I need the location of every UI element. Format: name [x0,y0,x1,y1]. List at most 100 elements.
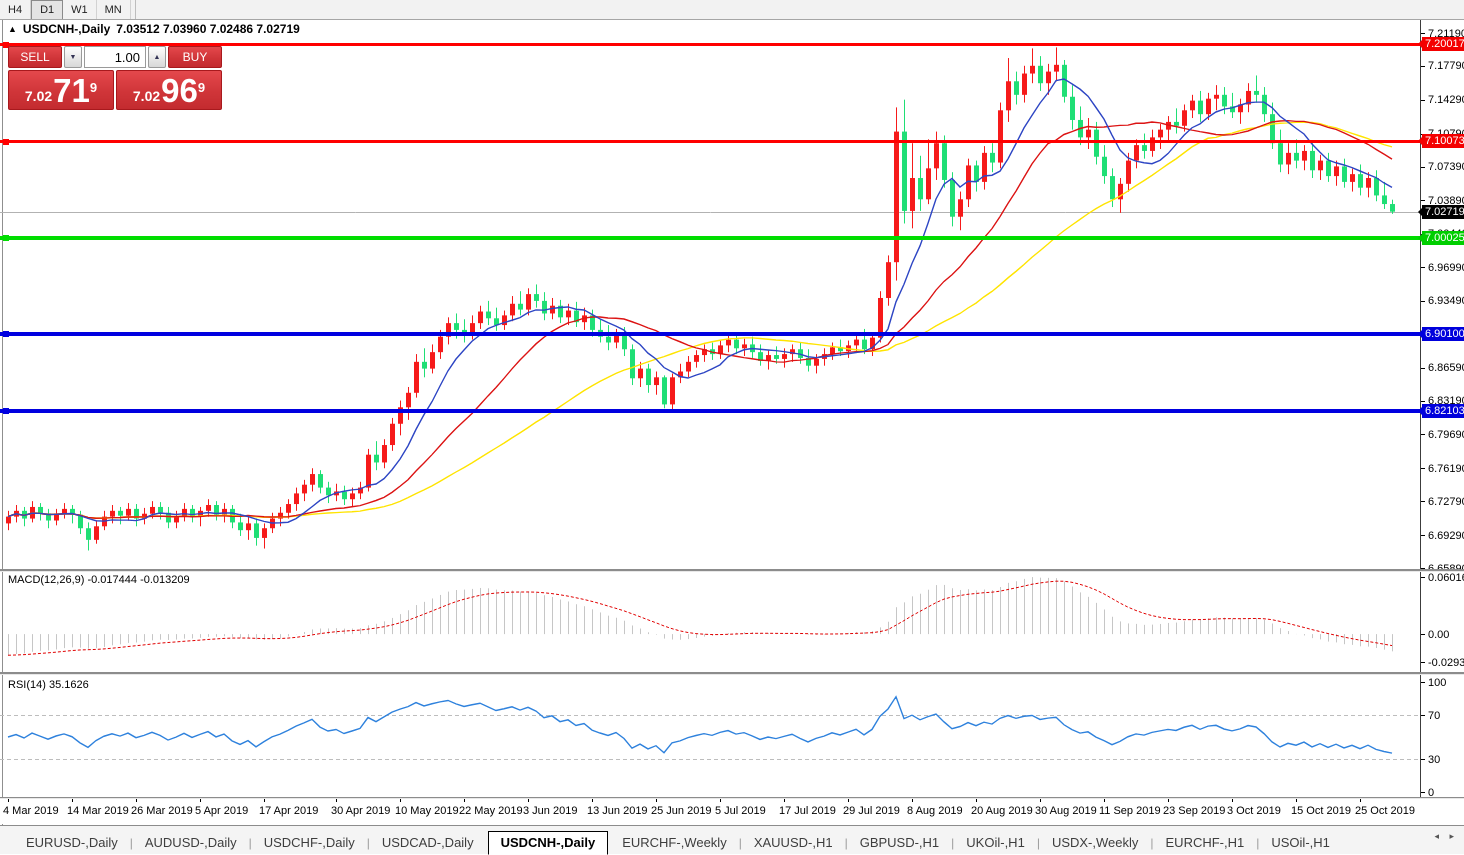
chart-symbol-title: USDCNH-,Daily [22,21,111,36]
tab-gbpusd-h1[interactable]: GBPUSD-,H1 [859,835,940,850]
date-label: 10 May 2019 [395,805,459,817]
tab-separator: | [1036,836,1040,850]
sell-price-quote[interactable]: 7.02 71 9 [8,70,114,110]
tab-scroll-arrows[interactable]: ◂ ▸ [1434,831,1458,841]
toolbar-group-separator [133,0,136,19]
tab-audusd-daily[interactable]: AUDUSD-,Daily [144,835,237,850]
tab-usdcnh-daily[interactable]: USDCNH-,Daily [487,831,609,855]
one-click-collapse-icon[interactable]: ▲ [8,23,17,34]
horizontal-level-line[interactable] [0,138,1421,145]
date-label: 15 Oct 2019 [1291,805,1351,817]
date-tick [592,798,593,802]
date-label: 5 Apr 2019 [195,805,249,817]
level-line-anchor [3,138,9,145]
buy-price-big: 96 [161,72,198,109]
tab-eurusd-daily[interactable]: EURUSD-,Daily [26,835,118,850]
date-label: 17 Apr 2019 [259,805,319,817]
price-tick-label: 6.93490 [1421,295,1464,308]
level-line-anchor [3,234,9,241]
date-label: 17 Jul 2019 [779,805,836,817]
tab-usdchf-daily[interactable]: USDCHF-,Daily [263,835,355,850]
date-label: 3 Oct 2019 [1227,805,1281,817]
symbol-tab-bar: EURUSD-,Daily | AUDUSD-,Daily | USDCHF-,Dail… [0,825,1464,855]
date-label: 30 Apr 2019 [331,805,391,817]
price-tick-label: 6.86590 [1421,362,1464,375]
tab-separator: | [1256,836,1260,850]
date-tick [1296,798,1297,802]
tab-eurchf-weekly[interactable]: EURCHF-,Weekly [622,835,727,850]
date-tick [136,798,137,802]
volume-input[interactable]: 1.00 [84,46,146,68]
date-axis-border [0,797,1464,799]
date-tick [72,798,73,802]
date-tick [656,798,657,802]
price-tick-label: 7.21190 [1421,27,1464,40]
level-line-anchor [3,330,9,337]
timeframe-button-d1[interactable]: D1 [31,0,64,19]
sell-price-big: 71 [53,72,90,109]
buy-price-sup: 9 [197,80,206,95]
date-tick [336,798,337,802]
date-label: 25 Oct 2019 [1355,805,1415,817]
volume-decrease-button[interactable]: ▼ [64,46,82,68]
level-line-anchor [3,408,9,415]
price-tick-label: 7.17790 [1421,60,1464,73]
date-tick [1040,798,1041,802]
date-label: 22 May 2019 [459,805,523,817]
price-tag-7.02719: 7.02719 [1418,204,1464,219]
price-tick-label: 7.14290 [1421,94,1464,107]
price-tag-7.00025: 7.00025 [1418,230,1464,245]
date-tick [1104,798,1105,802]
rsi-indicator-canvas[interactable] [0,674,1421,797]
date-label: 14 Mar 2019 [67,805,129,817]
symbol-tabs: EURUSD-,Daily | AUDUSD-,Daily | USDCHF-,Dail… [0,830,1342,855]
date-tick [848,798,849,802]
tab-separator: | [951,836,955,850]
sell-price-sup: 9 [89,80,98,95]
tab-usoil-h1[interactable]: USOil-,H1 [1271,835,1330,850]
date-label: 5 Jul 2019 [715,805,766,817]
tab-usdx-weekly[interactable]: USDX-,Weekly [1051,835,1139,850]
price-tick-label: 6.69290 [1421,529,1464,542]
price-tick-label: 6.96990 [1421,261,1464,274]
macd-axis-label: 0.00 [1421,628,1449,641]
rsi-axis-label: 100 [1421,676,1446,689]
tab-usdcad-daily[interactable]: USDCAD-,Daily [381,835,474,850]
tab-separator: | [248,836,252,850]
pane-divider-rsi[interactable] [0,672,1464,675]
macd-axis-label: 0.060161 [1421,571,1464,584]
timeframe-button-w1[interactable]: W1 [63,0,97,19]
tab-separator: | [1150,836,1154,850]
price-tick-label: 6.72790 [1421,495,1464,508]
pane-divider-macd[interactable] [0,569,1464,572]
macd-axis-label: -0.029378 [1421,656,1464,669]
timeframe-button-h4[interactable]: H4 [0,0,32,19]
timeframe-button-mn[interactable]: MN [97,0,131,19]
chart-title-bar: ▲ USDCNH-,Daily 7.03512 7.03960 7.02486 … [8,21,300,36]
rsi-axis-label: 70 [1421,709,1440,722]
volume-increase-button[interactable]: ▲ [148,46,166,68]
date-tick [464,798,465,802]
sell-button[interactable]: SELL [8,46,62,68]
buy-button[interactable]: BUY [168,46,222,68]
time-axis[interactable]: 4 Mar 2019 14 Mar 2019 26 Mar 2019 5 Apr 20… [0,798,1464,824]
price-tick-label: 6.79690 [1421,428,1464,441]
horizontal-level-line[interactable] [0,330,1421,337]
tab-xauusd-h1[interactable]: XAUUSD-,H1 [753,835,833,850]
tab-eurchf-h1[interactable]: EURCHF-,H1 [1165,835,1245,850]
date-tick [200,798,201,802]
date-tick [720,798,721,802]
horizontal-level-line[interactable] [0,234,1421,241]
price-tick-label: 7.07390 [1421,161,1464,174]
date-label: 4 Mar 2019 [3,805,59,817]
price-chart-canvas[interactable] [0,27,1421,569]
date-tick [1168,798,1169,802]
price-tag-7.20017: 7.20017 [1418,37,1464,52]
horizontal-level-line[interactable] [0,42,1421,49]
tab-ukoil-h1[interactable]: UKOil-,H1 [966,835,1025,850]
buy-price-quote[interactable]: 7.02 96 9 [116,70,222,110]
horizontal-level-line[interactable] [0,408,1421,415]
macd-indicator-canvas[interactable] [0,571,1421,672]
level-line-anchor [3,42,9,49]
date-label: 29 Jul 2019 [843,805,900,817]
